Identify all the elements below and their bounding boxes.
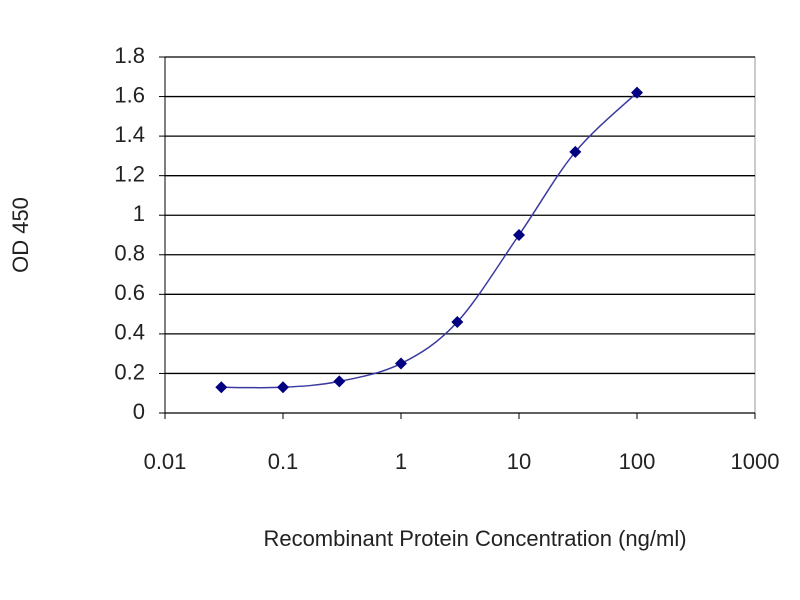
data-point (277, 381, 289, 394)
data-point (569, 145, 582, 158)
x-tick-label: 0.1 (268, 449, 299, 474)
y-tick-label: 1.6 (114, 82, 145, 107)
plot-area (164, 56, 756, 414)
y-tick-label: 1.2 (114, 161, 145, 186)
y-tick-label: 0.2 (114, 359, 145, 384)
data-point (513, 229, 525, 241)
data-point (631, 86, 643, 99)
x-tick-label: 0.01 (144, 449, 187, 474)
x-tick-label: 100 (619, 449, 656, 474)
y-tick-label: 0 (133, 399, 145, 424)
y-tick-label: 1 (133, 201, 145, 226)
x-axis-label: Recombinant Protein Concentration (ng/ml… (263, 526, 686, 551)
x-tick-label: 1 (395, 449, 407, 474)
x-tick-label: 1000 (731, 449, 780, 474)
y-tick-label: 0.8 (114, 241, 145, 266)
data-point (333, 375, 346, 388)
y-tick-label: 0.6 (114, 280, 145, 305)
y-tick-label: 1.4 (114, 122, 145, 147)
data-point (395, 357, 407, 370)
y-axis-label: OD 450 (8, 197, 33, 273)
data-point (215, 381, 228, 394)
y-tick-label: 0.4 (114, 320, 145, 345)
y-tick-label: 1.8 (114, 43, 145, 68)
data-point (451, 316, 464, 329)
x-tick-label: 10 (507, 449, 531, 474)
